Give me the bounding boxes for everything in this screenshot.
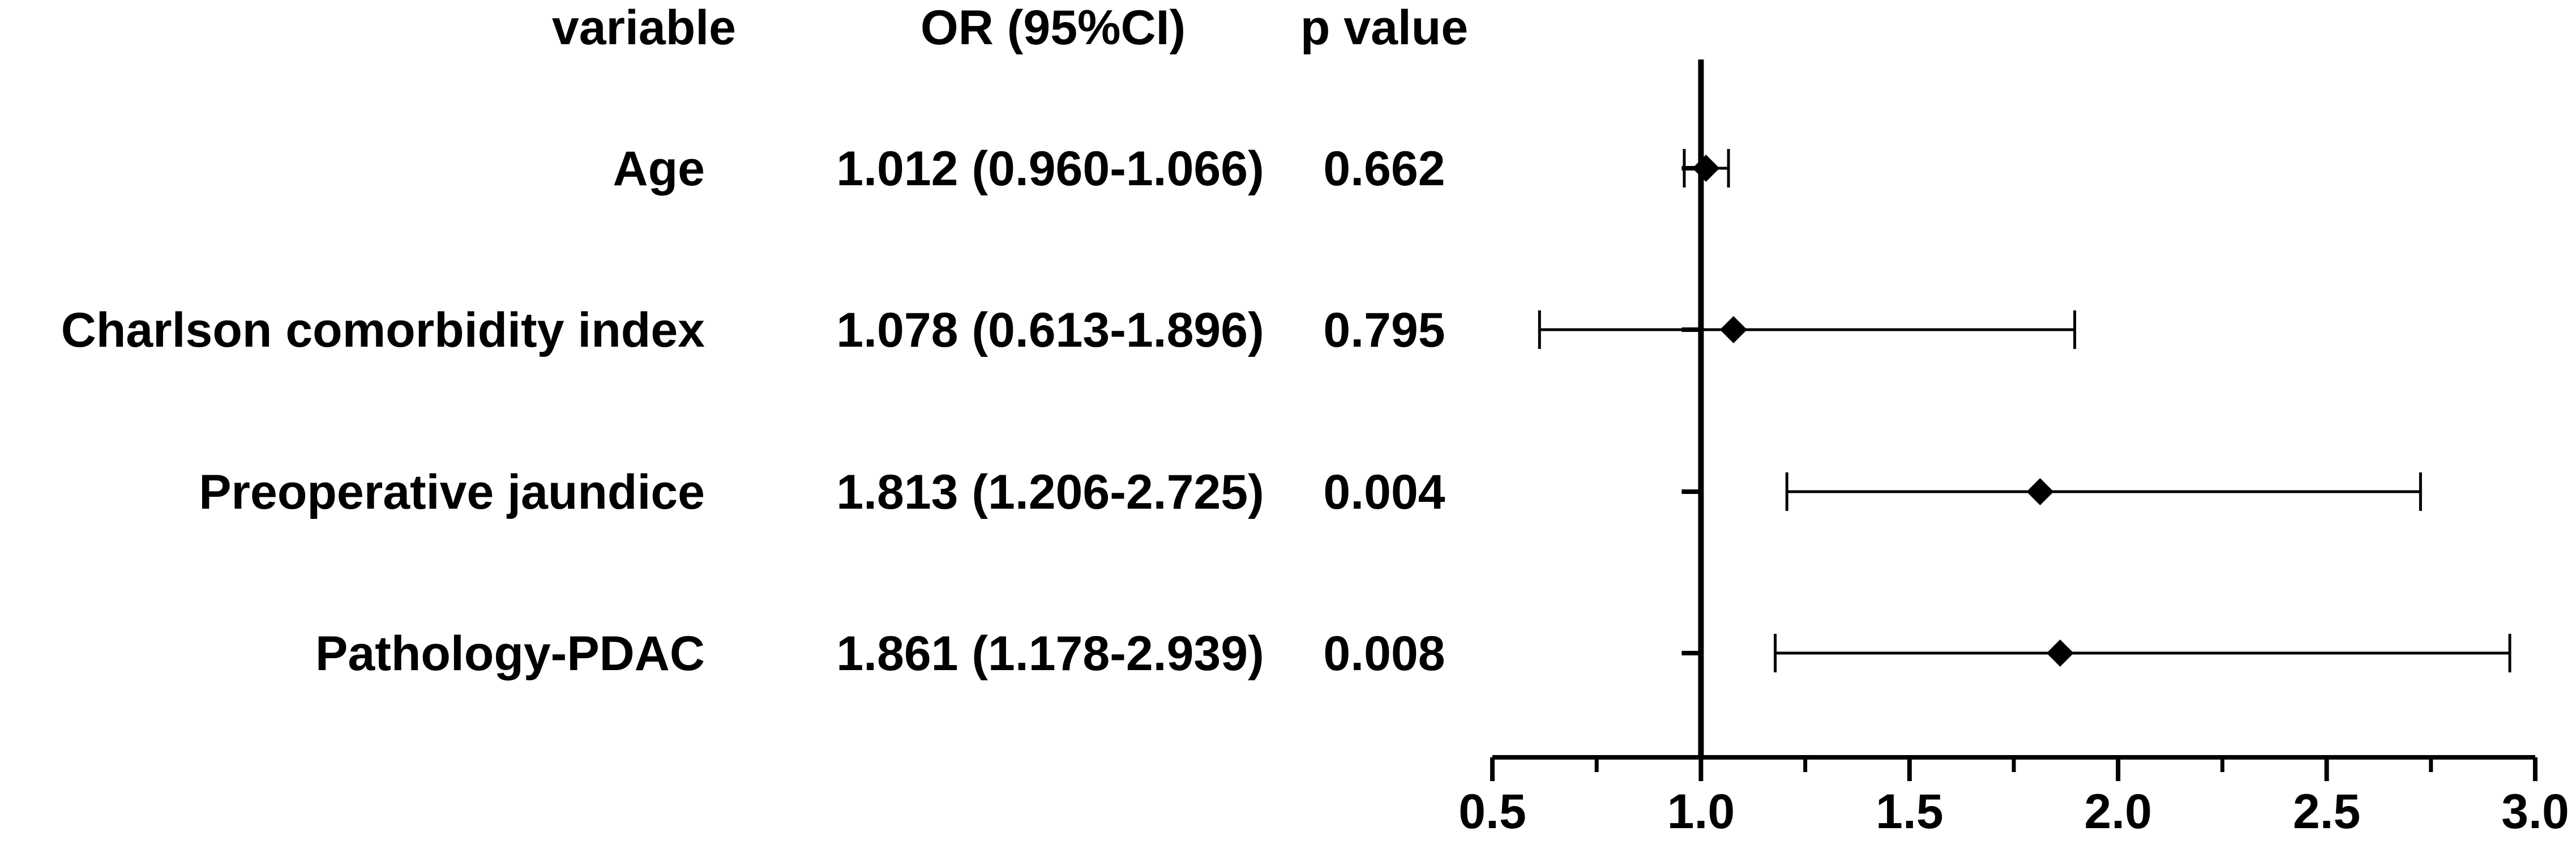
row-variable-label: Charlson comorbidity index: [61, 303, 705, 357]
row-variable-label: Pathology-PDAC: [315, 626, 705, 681]
row-p-value-label: 0.662: [1323, 142, 1445, 196]
x-tick-label: 1.5: [1876, 785, 1944, 839]
row-variable-label: Age: [613, 142, 705, 196]
forest-row-1: [1683, 149, 1730, 187]
row-or-ci-label: 1.813 (1.206-2.725): [836, 465, 1264, 519]
x-tick-label: 0.5: [1458, 785, 1526, 839]
plot-area: [1538, 59, 2511, 757]
x-tick-label: 3.0: [2501, 785, 2569, 839]
forest-row-3: [1785, 472, 2422, 511]
x-tick-label: 2.5: [2293, 785, 2361, 839]
row-p-value-label: 0.004: [1323, 465, 1445, 519]
header-variable: variable: [552, 1, 736, 55]
row-or-ci-label: 1.861 (1.178-2.939): [836, 626, 1264, 681]
rows-layer: Age 1.012 (0.960-1.066) 0.662 Charlson como…: [61, 142, 1445, 681]
x-tick-label: 1.0: [1667, 785, 1735, 839]
header-or: OR (95%CI): [921, 1, 1186, 55]
row-p-value-label: 0.795: [1323, 303, 1445, 357]
x-tick-label: 2.0: [2084, 785, 2152, 839]
point-estimate-diamond: [1692, 155, 1720, 182]
x-axis: 0.5 1.0 1.5 2.0 2.5 3.0: [1458, 755, 2569, 839]
forest-row-4: [1774, 634, 2511, 672]
row-p-value-label: 0.008: [1323, 626, 1445, 681]
row-or-ci-label: 1.078 (0.613-1.896): [836, 303, 1264, 357]
forest-row-2: [1538, 310, 2077, 349]
row-variable-label: Preoperative jaundice: [199, 465, 705, 519]
header-p-value: p value: [1300, 1, 1468, 55]
row-or-ci-label: 1.012 (0.960-1.066): [836, 142, 1264, 196]
point-estimate-diamond: [1719, 316, 1747, 343]
point-estimate-diamond: [2046, 640, 2074, 667]
point-estimate-diamond: [2026, 478, 2054, 505]
